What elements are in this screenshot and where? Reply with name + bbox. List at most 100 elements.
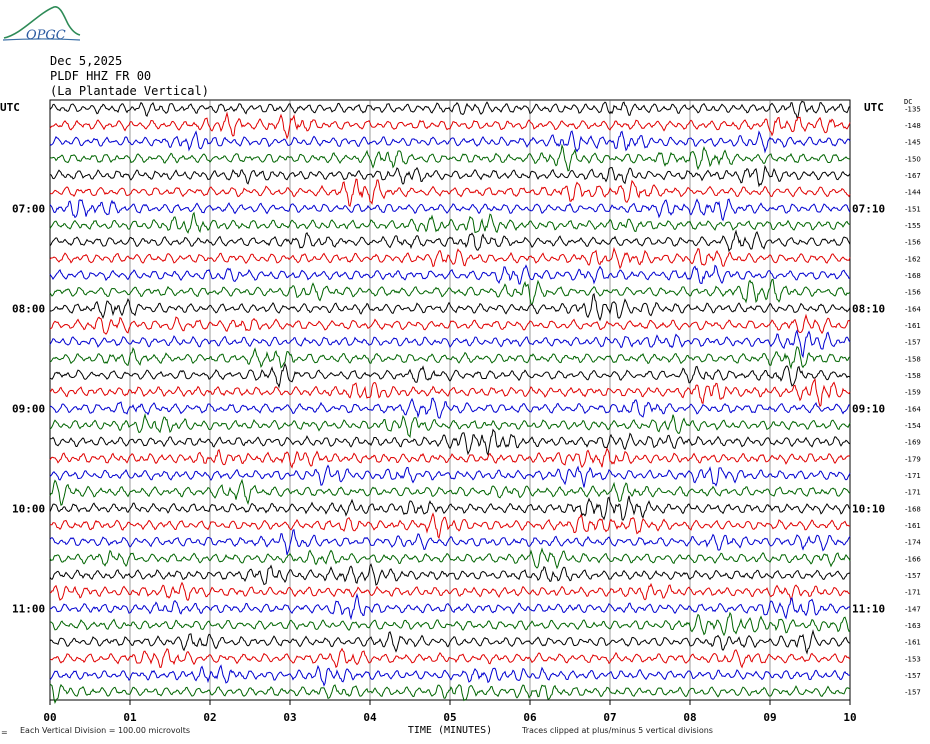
seismic-trace bbox=[49, 397, 851, 419]
x-tick-label: 04 bbox=[363, 711, 377, 724]
seismic-trace bbox=[49, 629, 851, 655]
dc-offset-label: -174 bbox=[905, 539, 921, 547]
seismic-trace bbox=[49, 377, 851, 408]
dc-offset-label: -164 bbox=[905, 405, 921, 413]
dc-offset-label: -167 bbox=[905, 172, 921, 180]
seismic-trace bbox=[49, 428, 851, 457]
seismic-trace bbox=[49, 478, 851, 506]
vertical-division-note: Each Vertical Division = 100.00 microvol… bbox=[20, 726, 191, 735]
dc-offset-label: -169 bbox=[905, 439, 921, 447]
dc-offset-label: -147 bbox=[905, 605, 921, 613]
seismic-trace bbox=[49, 529, 851, 555]
seismic-trace bbox=[49, 329, 851, 359]
seismic-trace bbox=[49, 683, 851, 705]
seismic-trace bbox=[49, 100, 851, 119]
dc-offset-label: -148 bbox=[905, 122, 921, 130]
dc-offset-label: -168 bbox=[905, 505, 921, 513]
seismic-trace bbox=[49, 495, 851, 522]
dc-offset-label: -155 bbox=[905, 222, 921, 230]
opgc-logo-graphic bbox=[2, 6, 81, 41]
dc-offset-label: -157 bbox=[905, 689, 921, 697]
seismic-trace bbox=[49, 413, 851, 438]
utc-label-left: UTC bbox=[0, 101, 20, 114]
station-code: PLDF HHZ FR 00 bbox=[50, 69, 152, 83]
dc-offset-label: -158 bbox=[905, 355, 921, 363]
dc-offset-label: -157 bbox=[905, 339, 921, 347]
seismic-trace bbox=[49, 512, 851, 540]
right-hour-label: 08:10 bbox=[852, 302, 885, 315]
station-location: (La Plantade Vertical) bbox=[50, 84, 209, 98]
dc-offset-label: -157 bbox=[905, 572, 921, 580]
seismic-trace bbox=[50, 581, 851, 602]
dc-offset-label: -154 bbox=[905, 422, 921, 430]
right-hour-label: 11:10 bbox=[852, 602, 885, 615]
seismic-trace bbox=[49, 211, 851, 234]
dc-offset-label: -150 bbox=[905, 155, 921, 163]
x-tick-label: 08 bbox=[683, 711, 696, 724]
dc-offset-label: -164 bbox=[905, 305, 921, 313]
seismic-trace bbox=[49, 313, 851, 335]
left-hour-label: 07:00 bbox=[12, 202, 45, 215]
x-tick-label: 01 bbox=[123, 711, 137, 724]
seismic-trace bbox=[49, 246, 851, 270]
seismic-trace bbox=[49, 611, 851, 637]
corner-mark: = bbox=[1, 728, 8, 737]
seismic-trace bbox=[49, 198, 851, 222]
x-tick-label: 07 bbox=[603, 711, 616, 724]
seismic-trace bbox=[49, 647, 851, 669]
clip-note: Traces clipped at plus/minus 5 vertical … bbox=[522, 726, 713, 735]
dc-offset-label: -135 bbox=[905, 105, 921, 113]
dc-offset-label: -171 bbox=[905, 489, 921, 497]
dc-offset-label: -158 bbox=[905, 372, 921, 380]
dc-offset-label: -159 bbox=[905, 389, 921, 397]
dc-offset-label: -153 bbox=[905, 655, 921, 663]
left-hour-label: 11:00 bbox=[12, 602, 45, 615]
seismic-trace bbox=[49, 178, 851, 207]
seismic-trace bbox=[49, 563, 851, 586]
dc-offset-label: -145 bbox=[905, 139, 921, 147]
seismic-trace bbox=[49, 229, 851, 253]
seismic-trace bbox=[49, 362, 851, 389]
seismic-trace bbox=[49, 292, 851, 322]
dc-offset-label: -171 bbox=[905, 589, 921, 597]
dc-offset-label: -162 bbox=[905, 255, 921, 263]
dc-offset-label: -157 bbox=[905, 672, 921, 680]
dc-offset-label: -156 bbox=[905, 289, 921, 297]
x-tick-label: 00 bbox=[43, 711, 56, 724]
x-tick-label: 05 bbox=[443, 711, 456, 724]
logo-text: OPGC bbox=[26, 28, 66, 43]
left-hour-label: 10:00 bbox=[12, 502, 45, 515]
dc-offset-label: -171 bbox=[905, 472, 921, 480]
seismic-trace bbox=[49, 664, 851, 687]
seismic-trace bbox=[49, 464, 851, 488]
dc-offset-label: -168 bbox=[905, 272, 921, 280]
seismic-trace bbox=[49, 111, 851, 140]
dc-offset-label: -161 bbox=[905, 322, 921, 330]
x-tick-label: 09 bbox=[763, 711, 776, 724]
dc-offset-label: -144 bbox=[905, 189, 921, 197]
seismic-trace bbox=[49, 278, 851, 306]
x-tick-label: 10 bbox=[843, 711, 856, 724]
x-tick-label: 02 bbox=[203, 711, 216, 724]
seismic-trace bbox=[49, 164, 851, 188]
left-hour-label: 08:00 bbox=[12, 302, 45, 315]
utc-label-right: UTC bbox=[864, 101, 884, 114]
right-hour-label: 07:10 bbox=[852, 202, 885, 215]
left-hour-label: 09:00 bbox=[12, 402, 45, 415]
dc-offset-label: -151 bbox=[905, 205, 921, 213]
right-hour-label: 10:10 bbox=[852, 502, 885, 515]
dc-offset-label: -163 bbox=[905, 622, 921, 630]
dc-offset-label: -161 bbox=[905, 522, 921, 530]
x-axis-label: TIME (MINUTES) bbox=[408, 725, 492, 736]
opgc-logo: OPGC bbox=[2, 4, 82, 44]
dc-label: DC bbox=[904, 98, 913, 106]
seismic-trace bbox=[49, 447, 851, 469]
seismic-trace bbox=[49, 264, 851, 285]
x-tick-label: 06 bbox=[523, 711, 537, 724]
seismic-trace bbox=[49, 130, 851, 154]
seismic-trace bbox=[49, 346, 851, 370]
seismic-trace bbox=[49, 592, 851, 621]
dc-offset-label: -156 bbox=[905, 239, 921, 247]
dc-offset-label: -179 bbox=[905, 455, 921, 463]
